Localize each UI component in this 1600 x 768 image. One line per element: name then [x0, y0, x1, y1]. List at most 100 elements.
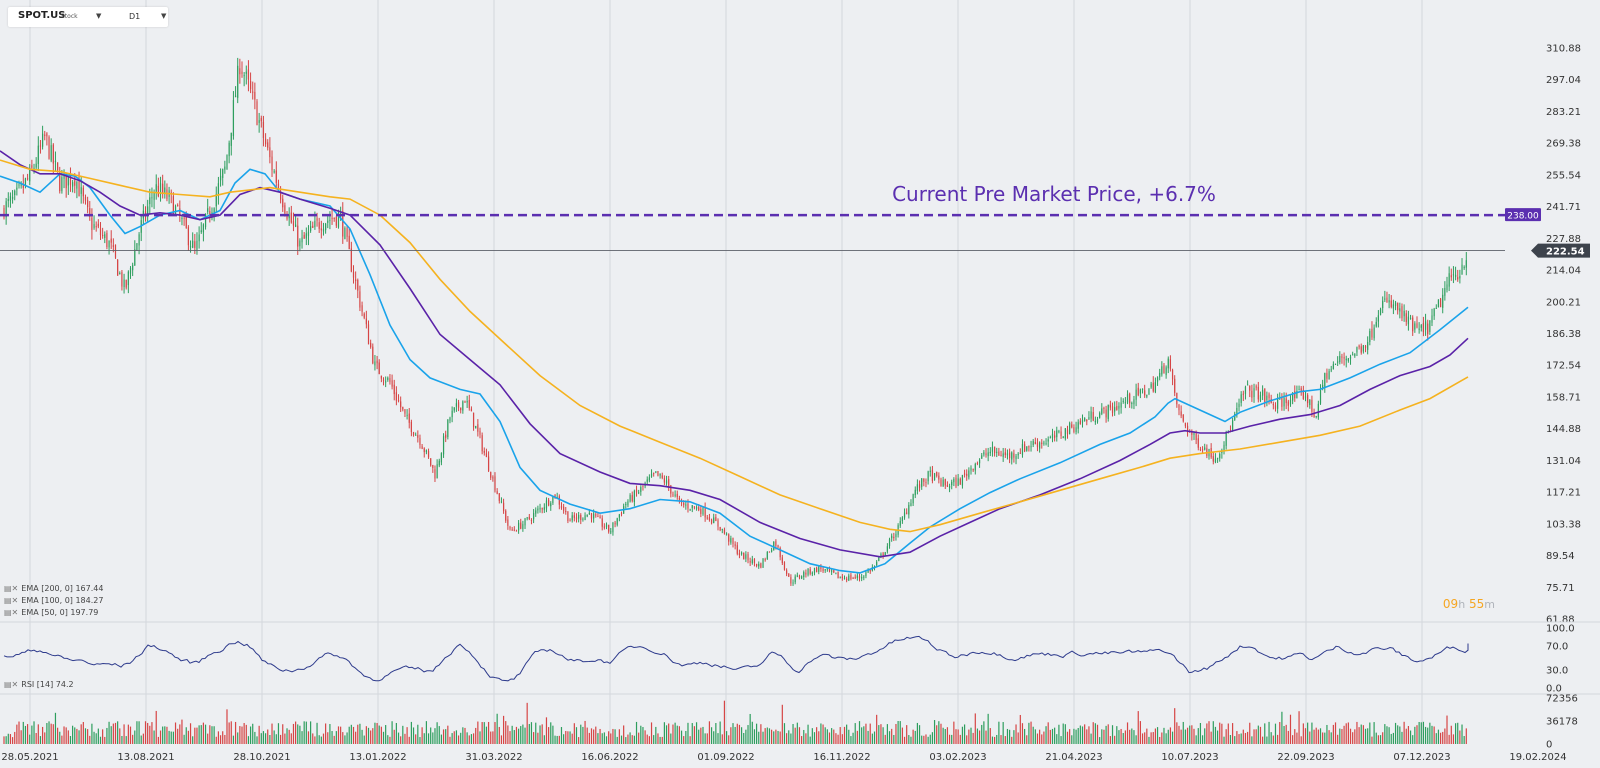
volume-bar — [595, 726, 597, 744]
volume-bar — [601, 733, 603, 744]
volume-bar — [387, 735, 389, 744]
candle-body — [1448, 273, 1450, 287]
volume-bar — [805, 733, 807, 744]
vertical-grid — [29, 0, 1423, 744]
volume-bar — [618, 729, 620, 744]
candle-body — [1311, 399, 1313, 412]
volume-bar — [867, 730, 869, 744]
volume-bar — [494, 722, 496, 744]
volume-bar — [835, 733, 837, 744]
symbol-name[interactable]: SPOT.US — [18, 10, 66, 21]
candle-body — [1000, 455, 1002, 457]
candle-body — [342, 210, 344, 237]
candle-body — [108, 240, 110, 248]
volume-bar — [142, 733, 144, 744]
volume-bar — [597, 733, 599, 744]
price-axis[interactable]: 310.88 297.04 283.21 269.38 255.54 241.71 227.… — [1546, 44, 1581, 626]
candle-body — [78, 180, 80, 197]
volume-bar — [809, 736, 811, 744]
volume-bar — [1414, 726, 1416, 744]
candle-body — [970, 467, 972, 471]
volume-bar — [758, 731, 760, 744]
legend-ema100[interactable]: ▤✕ EMA [100, 0] 184.27 — [4, 596, 103, 605]
volume-bar — [963, 724, 966, 744]
volume-bar — [177, 728, 179, 744]
legend-ema50[interactable]: ▤✕ EMA [50, 0] 197.79 — [4, 608, 98, 617]
candle-body — [831, 570, 833, 572]
candle-body — [813, 567, 816, 573]
symbol-dropdown-icon[interactable]: ▼ — [96, 12, 102, 20]
volume-bar — [1075, 729, 1077, 744]
premarket-price-tag — [1505, 208, 1541, 222]
volume-bar — [24, 725, 27, 744]
candle-body — [563, 506, 565, 511]
volume-bar — [1317, 729, 1319, 744]
volume-bar — [29, 734, 31, 744]
candle-body — [1337, 361, 1339, 363]
time-axis[interactable]: 28.05.2021 13.08.2021 28.10.2021 13.01.2022… — [1, 752, 1566, 763]
volume-bar — [11, 737, 14, 744]
volume-bar — [382, 731, 385, 744]
volume-bar — [1129, 729, 1131, 744]
candle-body — [1156, 377, 1159, 382]
volume-bar — [689, 736, 691, 744]
timeframe-selector[interactable]: D1 — [129, 12, 141, 21]
x-tick-label: 10.07.2023 — [1161, 752, 1218, 763]
candle-body — [59, 173, 61, 192]
candle-body — [209, 211, 211, 217]
settings-close-icon[interactable]: ▤✕ — [4, 584, 19, 593]
candle-body — [492, 477, 494, 479]
volume-bar — [1371, 736, 1373, 744]
candle-body — [1433, 308, 1435, 317]
volume-bar — [1088, 726, 1090, 744]
candle-body — [573, 515, 575, 518]
volume-bar — [1322, 732, 1324, 744]
symbol-toolbar[interactable]: SPOT.US Stock ▼ D1 ▼ — [8, 7, 168, 27]
candle-body — [1339, 355, 1341, 363]
volume-bar — [316, 722, 318, 744]
volume-bar — [391, 721, 393, 744]
candle-body — [839, 577, 841, 579]
settings-close-icon[interactable]: ▤✕ — [4, 680, 19, 689]
volume-bar — [1133, 730, 1135, 744]
volume-bar — [1002, 722, 1004, 744]
candle-body — [455, 403, 458, 407]
candle-body — [736, 545, 738, 554]
candle-body — [174, 206, 177, 214]
candle-body — [1352, 354, 1354, 356]
legend-rsi[interactable]: ▤✕ RSI [14] 74.2 — [4, 680, 74, 689]
volume-bar — [329, 724, 331, 744]
volume-bar — [50, 723, 52, 744]
volume-bar — [698, 729, 700, 744]
volume-bar — [91, 723, 93, 744]
volume-bar — [710, 727, 713, 744]
candle-body — [1444, 288, 1446, 296]
volume-bar — [1283, 726, 1285, 744]
timeframe-dropdown-icon[interactable]: ▼ — [161, 12, 167, 20]
candle-body — [1452, 274, 1455, 276]
volume-bar — [1379, 735, 1382, 744]
settings-close-icon[interactable]: ▤✕ — [4, 596, 19, 605]
legend-ema200[interactable]: ▤✕ EMA [200, 0] 167.44 — [4, 584, 103, 593]
candle-body — [1197, 438, 1199, 448]
volume-bar — [18, 721, 20, 744]
volume-bar — [916, 722, 919, 744]
volume-bar — [1405, 728, 1407, 744]
volume-bar — [841, 734, 843, 744]
candle-body — [700, 508, 702, 514]
candle-body — [93, 224, 95, 228]
candle-body — [771, 550, 773, 552]
candle-body — [1191, 432, 1193, 435]
volume-bar — [1435, 733, 1437, 744]
volume-bar — [996, 734, 998, 744]
candle-body — [833, 570, 835, 573]
volume-bar — [1311, 722, 1313, 744]
candle-body — [1086, 419, 1088, 422]
candle-body — [1111, 406, 1114, 413]
settings-close-icon[interactable]: ▤✕ — [4, 608, 19, 617]
volume-bar — [301, 731, 303, 744]
candle-body — [1334, 363, 1337, 365]
volume-bar — [198, 725, 200, 744]
volume-bar — [762, 731, 764, 744]
